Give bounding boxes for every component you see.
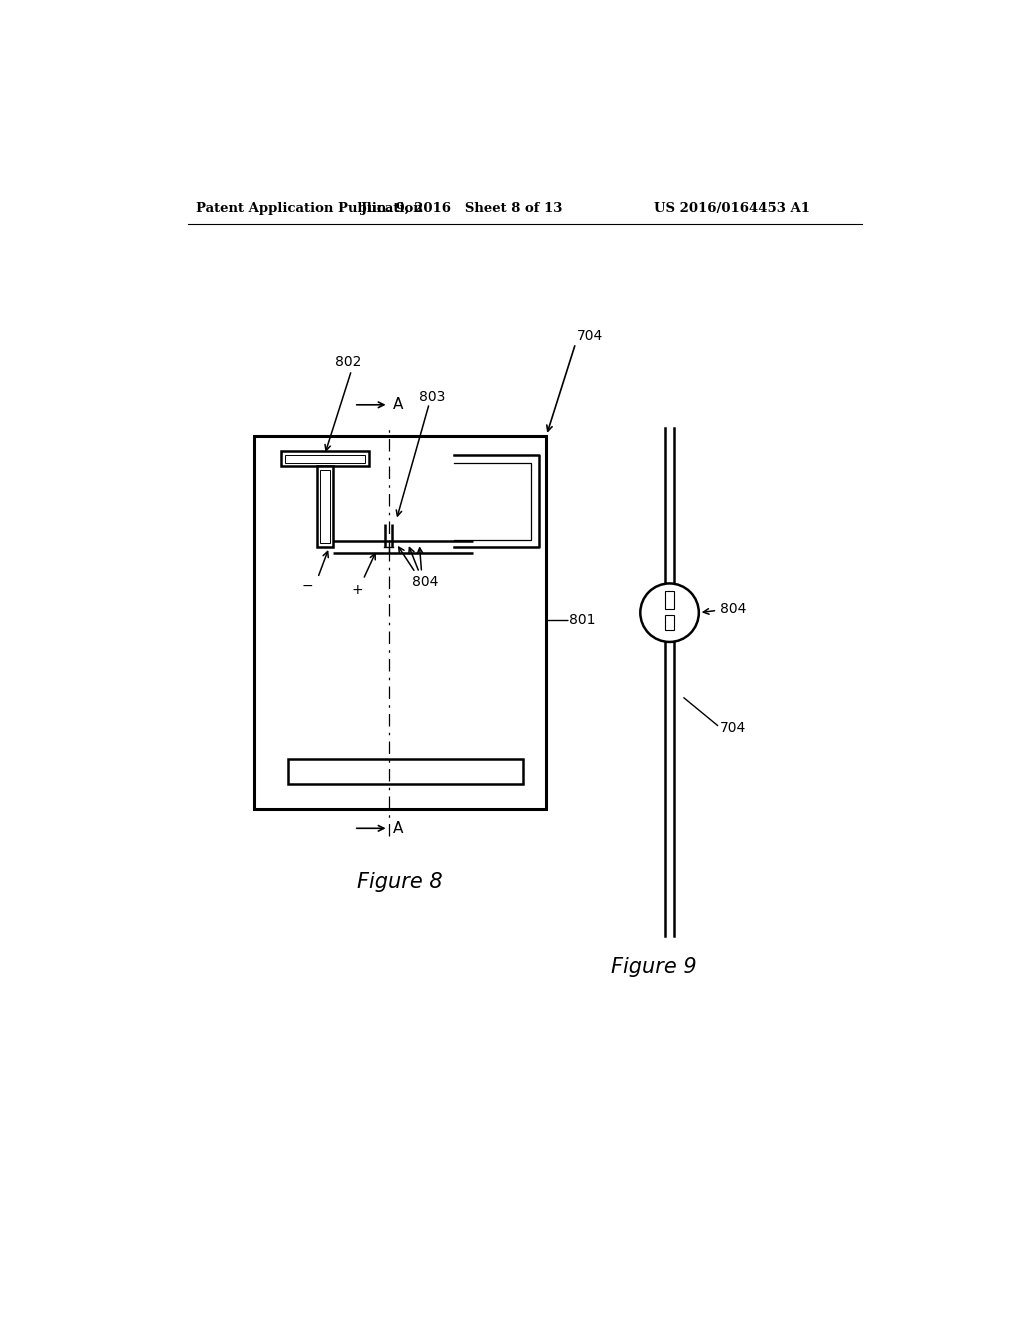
- Bar: [321, 470, 330, 544]
- Bar: [289, 759, 523, 784]
- Text: Figure 9: Figure 9: [611, 957, 697, 977]
- Bar: [665, 615, 674, 631]
- Text: A: A: [393, 397, 403, 412]
- Text: 803: 803: [419, 391, 445, 404]
- Text: +: +: [352, 582, 364, 597]
- Text: A: A: [393, 821, 403, 836]
- Text: 804: 804: [412, 576, 438, 589]
- Bar: [665, 591, 674, 609]
- Text: −: −: [302, 578, 313, 593]
- Bar: [281, 451, 370, 466]
- Bar: [254, 436, 547, 809]
- Text: 704: 704: [720, 721, 745, 735]
- Text: Jun. 9, 2016   Sheet 8 of 13: Jun. 9, 2016 Sheet 8 of 13: [361, 202, 562, 215]
- Text: Figure 8: Figure 8: [357, 873, 442, 892]
- Text: 704: 704: [578, 329, 603, 342]
- Ellipse shape: [640, 583, 698, 642]
- Bar: [285, 455, 366, 462]
- Bar: [316, 466, 334, 548]
- Text: 802: 802: [335, 355, 361, 370]
- Text: Patent Application Publication: Patent Application Publication: [196, 202, 423, 215]
- Text: 801: 801: [569, 614, 596, 627]
- Text: US 2016/0164453 A1: US 2016/0164453 A1: [654, 202, 810, 215]
- Text: 804: 804: [720, 602, 746, 616]
